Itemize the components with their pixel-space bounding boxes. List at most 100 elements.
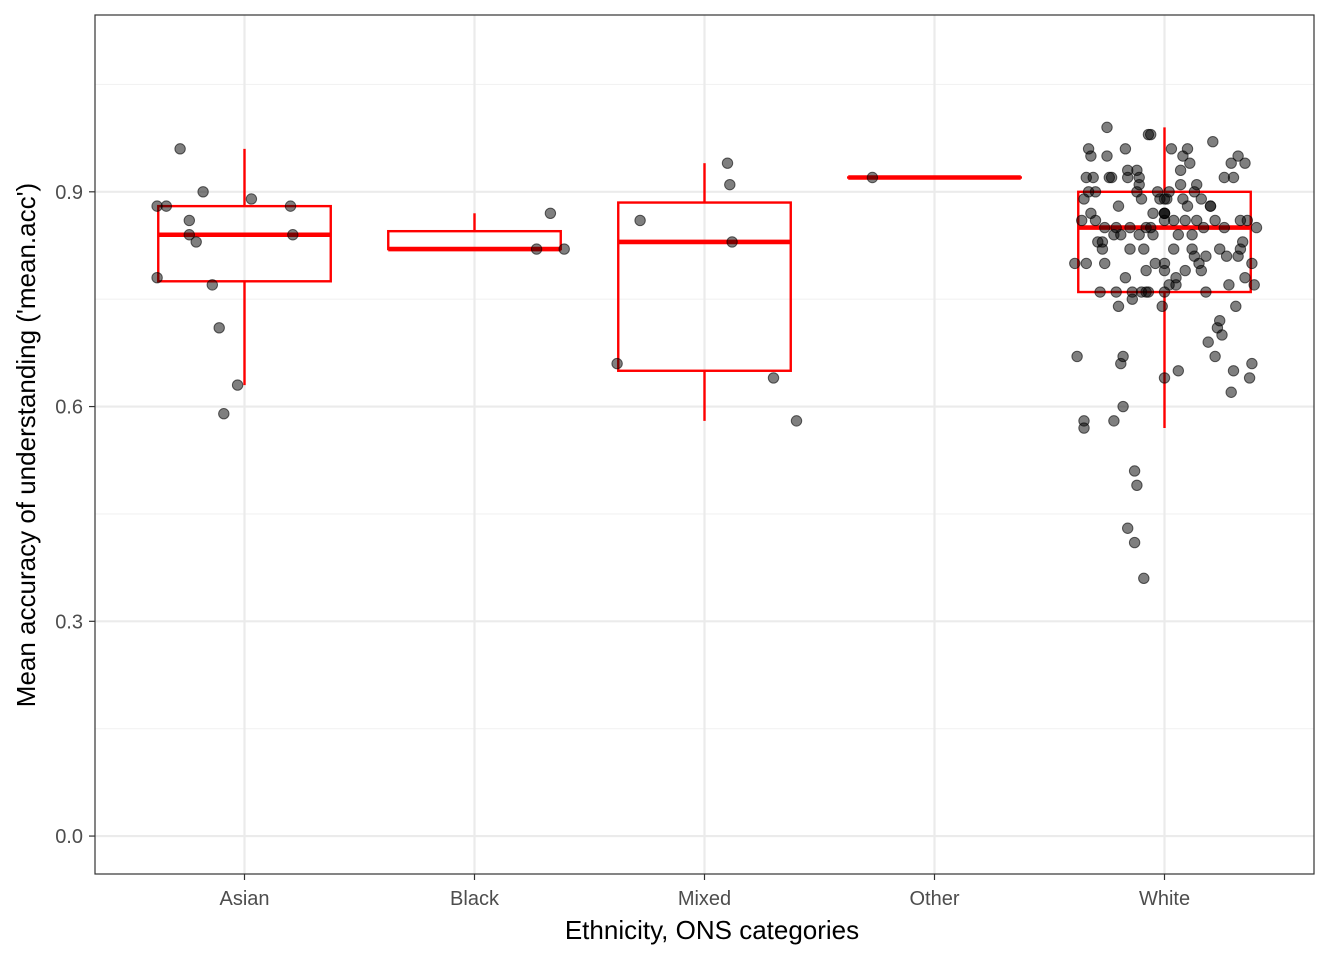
data-point bbox=[1232, 150, 1244, 162]
y-axis: 0.0 0.3 0.6 0.9 bbox=[55, 182, 95, 848]
data-point bbox=[151, 200, 163, 212]
grid-lines bbox=[95, 15, 1314, 874]
data-point bbox=[1195, 264, 1208, 277]
data-point bbox=[197, 186, 209, 198]
data-point bbox=[1204, 200, 1217, 212]
data-point bbox=[1124, 243, 1136, 255]
data-point bbox=[1174, 178, 1187, 191]
data-point bbox=[183, 214, 196, 227]
data-point bbox=[1108, 415, 1120, 427]
data-point bbox=[1119, 272, 1132, 284]
data-point bbox=[1202, 336, 1214, 348]
data-point bbox=[1131, 164, 1143, 177]
data-point bbox=[1248, 279, 1260, 291]
data-point bbox=[1168, 243, 1180, 255]
data-points bbox=[151, 121, 1263, 585]
x-axis-title: Ethnicity, ONS categories bbox=[565, 915, 859, 945]
data-point bbox=[1156, 300, 1168, 313]
data-point bbox=[1122, 522, 1134, 534]
data-point bbox=[1158, 257, 1171, 270]
data-point bbox=[1099, 257, 1111, 270]
y-tick-label: 0.0 bbox=[55, 826, 83, 848]
data-point bbox=[1186, 243, 1198, 255]
data-point bbox=[1089, 214, 1102, 227]
y-tick-label: 0.3 bbox=[55, 611, 83, 633]
data-point bbox=[1145, 128, 1157, 141]
data-point bbox=[1099, 221, 1111, 234]
data-point bbox=[1195, 193, 1208, 205]
data-point bbox=[1239, 272, 1251, 284]
data-point bbox=[1128, 536, 1141, 549]
data-point bbox=[611, 357, 623, 370]
data-point bbox=[1186, 229, 1198, 241]
x-tick-label: Other bbox=[909, 888, 959, 910]
data-point bbox=[1243, 372, 1256, 384]
y-tick-label: 0.6 bbox=[55, 397, 83, 419]
data-point bbox=[726, 236, 738, 248]
data-point bbox=[1181, 200, 1194, 212]
data-point bbox=[1234, 214, 1247, 227]
data-point bbox=[1085, 150, 1097, 162]
data-point bbox=[1071, 350, 1083, 363]
data-point bbox=[1227, 365, 1240, 377]
data-point bbox=[1188, 186, 1201, 198]
data-point bbox=[721, 157, 734, 169]
data-point bbox=[1214, 243, 1226, 255]
data-point bbox=[174, 143, 186, 155]
data-point bbox=[1218, 221, 1231, 234]
data-point bbox=[530, 243, 543, 255]
data-point bbox=[1128, 465, 1141, 477]
data-point bbox=[1119, 143, 1132, 155]
data-point bbox=[1117, 400, 1129, 413]
data-point bbox=[1142, 286, 1155, 298]
data-point bbox=[1138, 243, 1150, 255]
data-point bbox=[1225, 386, 1237, 398]
data-point bbox=[1069, 257, 1081, 270]
data-point bbox=[1158, 372, 1171, 384]
data-point bbox=[1133, 229, 1145, 241]
data-point bbox=[1223, 279, 1235, 291]
y-tick-label: 0.9 bbox=[55, 182, 83, 204]
data-point bbox=[767, 372, 780, 384]
data-point bbox=[1200, 286, 1212, 298]
data-point bbox=[1220, 250, 1233, 262]
data-point bbox=[1174, 164, 1187, 177]
x-tick-label: Mixed bbox=[678, 888, 731, 910]
data-point bbox=[206, 279, 219, 291]
data-point bbox=[1158, 193, 1171, 205]
box-iqr bbox=[157, 204, 332, 283]
data-point bbox=[1239, 157, 1251, 169]
data-point bbox=[1246, 357, 1258, 370]
data-point bbox=[1170, 272, 1182, 284]
data-point bbox=[1080, 257, 1093, 270]
data-point bbox=[1126, 293, 1139, 305]
data-point bbox=[1230, 300, 1242, 313]
data-point bbox=[1216, 329, 1228, 341]
data-point bbox=[634, 214, 646, 227]
data-point bbox=[1101, 150, 1113, 162]
data-point bbox=[1214, 314, 1226, 327]
data-point bbox=[558, 243, 570, 255]
data-point bbox=[1103, 171, 1116, 184]
data-point bbox=[1124, 221, 1136, 234]
data-point bbox=[1122, 171, 1134, 184]
data-point bbox=[1172, 229, 1185, 241]
data-point bbox=[1112, 300, 1125, 313]
data-point bbox=[1087, 171, 1099, 184]
data-point bbox=[1197, 221, 1210, 234]
data-point bbox=[284, 200, 297, 212]
boxplot-mixed bbox=[617, 163, 792, 421]
data-point bbox=[1165, 143, 1178, 155]
data-point bbox=[1078, 193, 1090, 205]
data-point bbox=[1147, 207, 1159, 219]
data-point bbox=[1140, 264, 1152, 277]
data-point bbox=[1158, 207, 1171, 219]
x-tick-label: White bbox=[1139, 888, 1190, 910]
data-point bbox=[213, 322, 225, 334]
data-point bbox=[1179, 214, 1191, 227]
data-point bbox=[1158, 286, 1171, 298]
data-point bbox=[1246, 257, 1258, 270]
x-tick-label: Asian bbox=[219, 888, 269, 910]
